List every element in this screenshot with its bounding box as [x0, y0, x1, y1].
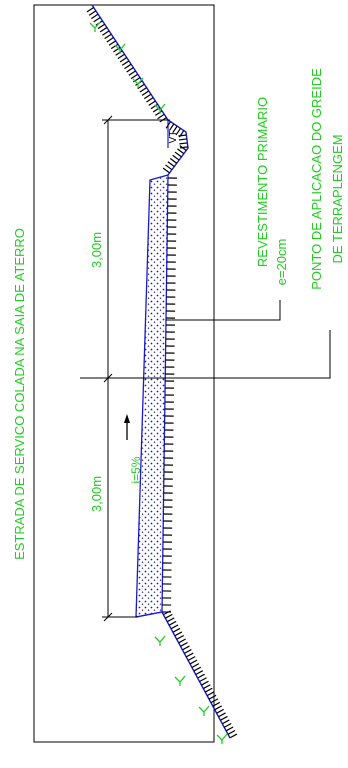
hatch-mark	[217, 709, 224, 713]
hatch-mark	[168, 162, 174, 167]
vegetation-mark	[199, 706, 209, 716]
hatch-mark	[100, 28, 107, 32]
hatch-mark	[220, 716, 227, 720]
dimension-lower-label: 3,00m	[89, 476, 104, 512]
hatch-mark	[201, 681, 208, 685]
hatch-mark	[209, 695, 216, 699]
terrain-upper-slope	[92, 5, 188, 175]
hatch-mark	[188, 657, 195, 661]
hatch-mark	[127, 68, 134, 72]
hatch-mark	[179, 639, 186, 643]
hatch-mark	[142, 91, 149, 95]
hatch-mark	[107, 38, 114, 42]
hatch-mark	[158, 114, 165, 118]
hatch-mark	[226, 727, 233, 731]
drawing-frame	[34, 5, 214, 742]
hatch-mark	[230, 734, 237, 738]
hatch-mark	[207, 692, 214, 696]
hatch-mark	[173, 155, 179, 160]
vegetation-mark	[175, 676, 185, 686]
hatch-mark	[165, 614, 172, 618]
hatch-mark	[102, 31, 109, 35]
hatch-mark	[181, 643, 188, 647]
hatch-mark	[116, 51, 123, 55]
hatch-mark	[129, 71, 136, 75]
hatch-mark	[118, 54, 125, 58]
hatch-mark	[167, 618, 174, 622]
hatch-mark	[173, 628, 180, 632]
hatch-mark	[215, 706, 222, 710]
hatch-mark	[169, 621, 176, 625]
hatch-mark	[228, 731, 235, 735]
hatch-mark	[177, 149, 183, 154]
pavement-label-line2: e=20cm	[274, 239, 289, 286]
hatch-mark	[140, 88, 147, 92]
hatch-mark	[109, 41, 116, 45]
hatch-mark	[89, 11, 96, 15]
hatch-mark	[170, 159, 176, 164]
vegetation-mark	[155, 636, 165, 646]
hatch-mark	[182, 646, 189, 650]
hatch-mark	[198, 674, 205, 678]
hatch-mark	[166, 165, 172, 170]
slope-label: i=5%	[129, 456, 143, 483]
hatch-mark	[131, 74, 138, 78]
hatch-mark	[219, 713, 226, 717]
hatch-mark	[155, 111, 162, 115]
hatch-mark	[87, 8, 94, 12]
pavement-label-line1: REVESTIMENTO PRIMARIO	[255, 97, 270, 267]
grade-label-line1: PONTO DE APLICACAO DO GREIDE	[309, 68, 324, 290]
hatch-mark	[205, 688, 212, 692]
terrain-lower-slope	[136, 612, 230, 738]
vegetation-mark	[90, 22, 100, 32]
hatch-mark	[144, 94, 151, 98]
hatch-mark	[171, 625, 178, 629]
hatch-mark	[184, 650, 191, 654]
hatch-mark	[222, 720, 229, 724]
hatch-mark	[149, 101, 156, 105]
ditch-label: VT	[168, 131, 179, 144]
hatch-mark	[169, 124, 173, 131]
hatch-mark	[224, 723, 231, 727]
hatch-mark	[94, 18, 101, 22]
leader-pavement	[166, 300, 280, 320]
dimension-lower	[102, 378, 138, 621]
hatch-mark	[194, 667, 201, 671]
hatch-mark	[175, 632, 182, 636]
hatch-mark	[190, 660, 197, 664]
slope-arrow	[124, 414, 130, 440]
vegetation-mark	[217, 734, 227, 744]
hatch-mark	[122, 61, 129, 65]
hatch-mark	[120, 58, 127, 62]
hatch-mark	[138, 84, 145, 88]
hatch-mark	[163, 168, 169, 173]
hatch-mark	[203, 685, 210, 689]
grade-label-line2: DE TERRAPLENGEM	[330, 134, 345, 263]
hatch-mark	[178, 135, 186, 136]
hatch-mark	[200, 678, 207, 682]
dimension-upper-label: 3,00m	[89, 232, 104, 268]
hatch-mark	[91, 14, 98, 18]
pavement-layer	[136, 175, 168, 617]
hatch-mark	[105, 34, 112, 38]
hatch-mark	[147, 98, 154, 102]
hatch-mark	[186, 653, 193, 657]
hatch-mark	[175, 152, 181, 157]
hatch-mark	[98, 24, 105, 28]
title-label: ESTRADA DE SERVICO COLADA NA SAIA DE ATE…	[12, 228, 27, 560]
hatch-mark	[179, 139, 187, 140]
hatch-mark	[177, 635, 184, 639]
hatch-mark	[124, 64, 131, 68]
hatch-mark	[179, 143, 187, 144]
hatch-mark	[192, 664, 199, 668]
hatch-mark	[196, 671, 203, 675]
